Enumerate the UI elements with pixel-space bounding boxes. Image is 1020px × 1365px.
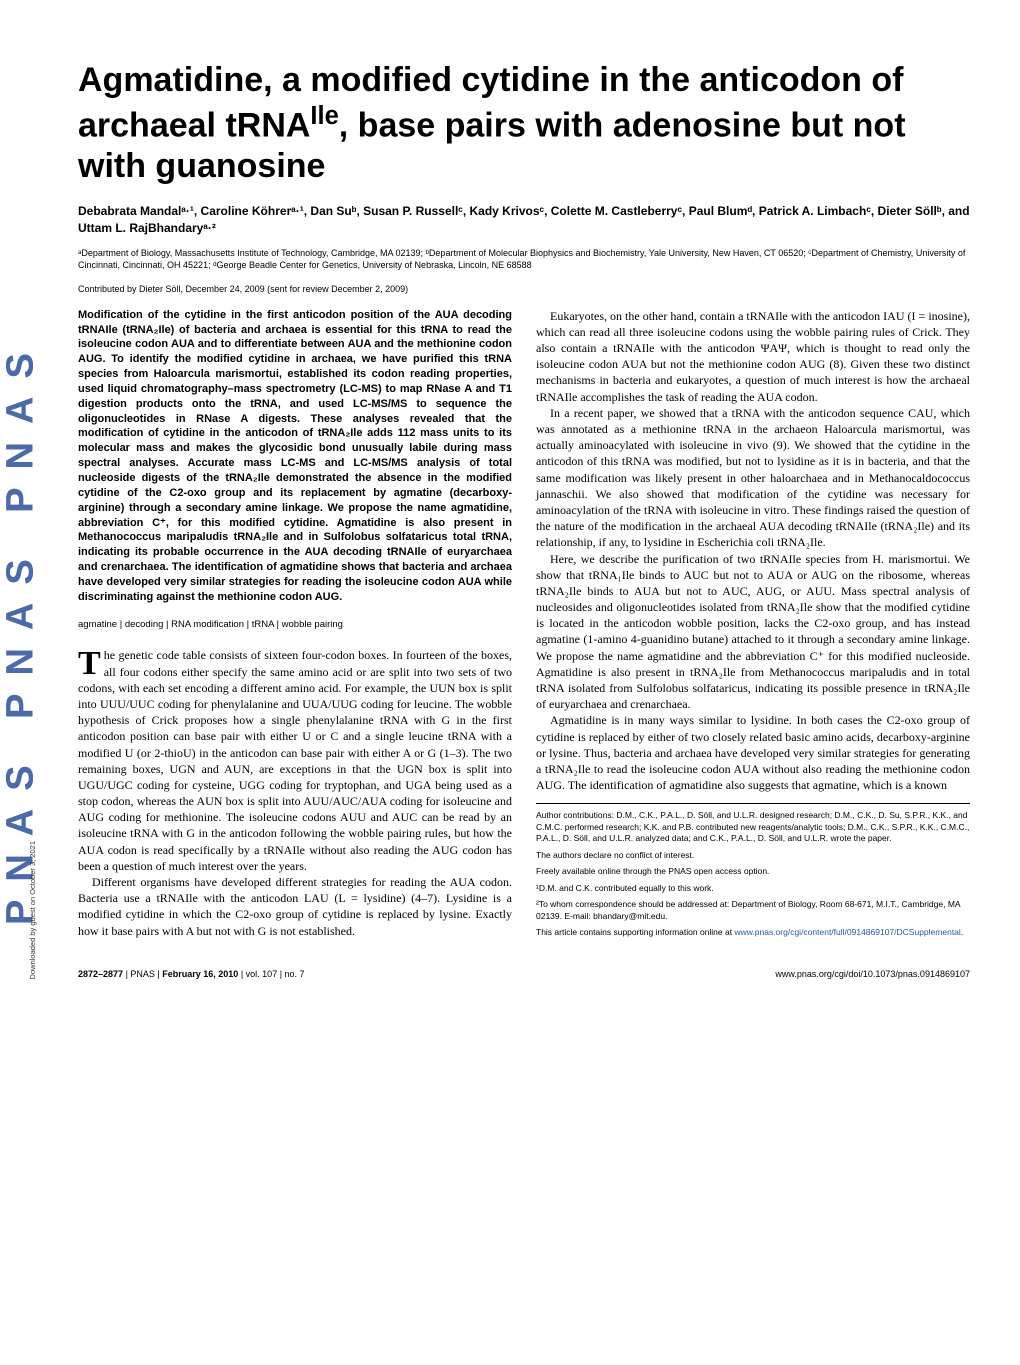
abstract: Modification of the cytidine in the firs… xyxy=(78,308,512,605)
footnote-sup-pre: This article contains supporting informa… xyxy=(536,927,734,937)
supplemental-link[interactable]: www.pnas.org/cgi/content/full/0914869107… xyxy=(734,927,960,937)
footer-issue: no. 7 xyxy=(285,969,305,979)
footer-pages: 2872–2877 xyxy=(78,969,123,979)
footer-doi: www.pnas.org/cgi/doi/10.1073/pnas.091486… xyxy=(775,969,970,979)
article-title: Agmatidine, a modified cytidine in the a… xyxy=(78,60,970,187)
footer-sep3: | xyxy=(238,969,245,979)
footnotes: Author contributions: D.M., C.K., P.A.L.… xyxy=(536,810,970,938)
footer-volume: vol. 107 xyxy=(246,969,278,979)
footnote-supplemental: This article contains supporting informa… xyxy=(536,927,970,938)
footnote-sup-post: . xyxy=(961,927,963,937)
footer-date: February 16, 2010 xyxy=(162,969,238,979)
body-paragraph-3: Eukaryotes, on the other hand, contain a… xyxy=(536,308,970,405)
dropcap: T xyxy=(78,647,104,679)
page-container: Agmatidine, a modified cytidine in the a… xyxy=(48,0,1020,1009)
page-footer: 2872–2877 | PNAS | February 16, 2010 | v… xyxy=(78,961,970,979)
body-paragraph-4: In a recent paper, we showed that a tRNA… xyxy=(536,405,970,551)
footnote-conflict: The authors declare no conflict of inter… xyxy=(536,850,970,861)
body-paragraph-6: Agmatidine is in many ways similar to ly… xyxy=(536,712,970,793)
download-note: Downloaded by guest on October 3, 2021 xyxy=(28,841,37,979)
footnote-open-access: Freely available online through the PNAS… xyxy=(536,866,970,877)
footnote-equal-contribution: ¹D.M. and C.K. contributed equally to th… xyxy=(536,883,970,894)
footnote-correspondence: ²To whom correspondence should be addres… xyxy=(536,899,970,922)
author-list: Debabrata Mandalᵃ·¹, Caroline Köhrerᵃ·¹,… xyxy=(78,203,970,237)
two-column-body: Modification of the cytidine in the firs… xyxy=(78,308,970,941)
affiliations: ᵃDepartment of Biology, Massachusetts In… xyxy=(78,248,970,271)
keywords: agmatine | decoding | RNA modification |… xyxy=(78,619,512,632)
body-p1-text: he genetic code table consists of sixtee… xyxy=(78,648,512,872)
footnote-rule xyxy=(536,803,970,804)
footer-journal: PNAS xyxy=(130,969,155,979)
footnote-author-contributions: Author contributions: D.M., C.K., P.A.L.… xyxy=(536,810,970,844)
body-paragraph-5: Here, we describe the purification of tw… xyxy=(536,551,970,713)
footer-left: 2872–2877 | PNAS | February 16, 2010 | v… xyxy=(78,969,305,979)
contributed-line: Contributed by Dieter Söll, December 24,… xyxy=(78,284,970,294)
body-paragraph-2: Different organisms have developed diffe… xyxy=(78,874,512,939)
footer-sep4: | xyxy=(277,969,284,979)
body-paragraph-1: The genetic code table consists of sixte… xyxy=(78,647,512,874)
